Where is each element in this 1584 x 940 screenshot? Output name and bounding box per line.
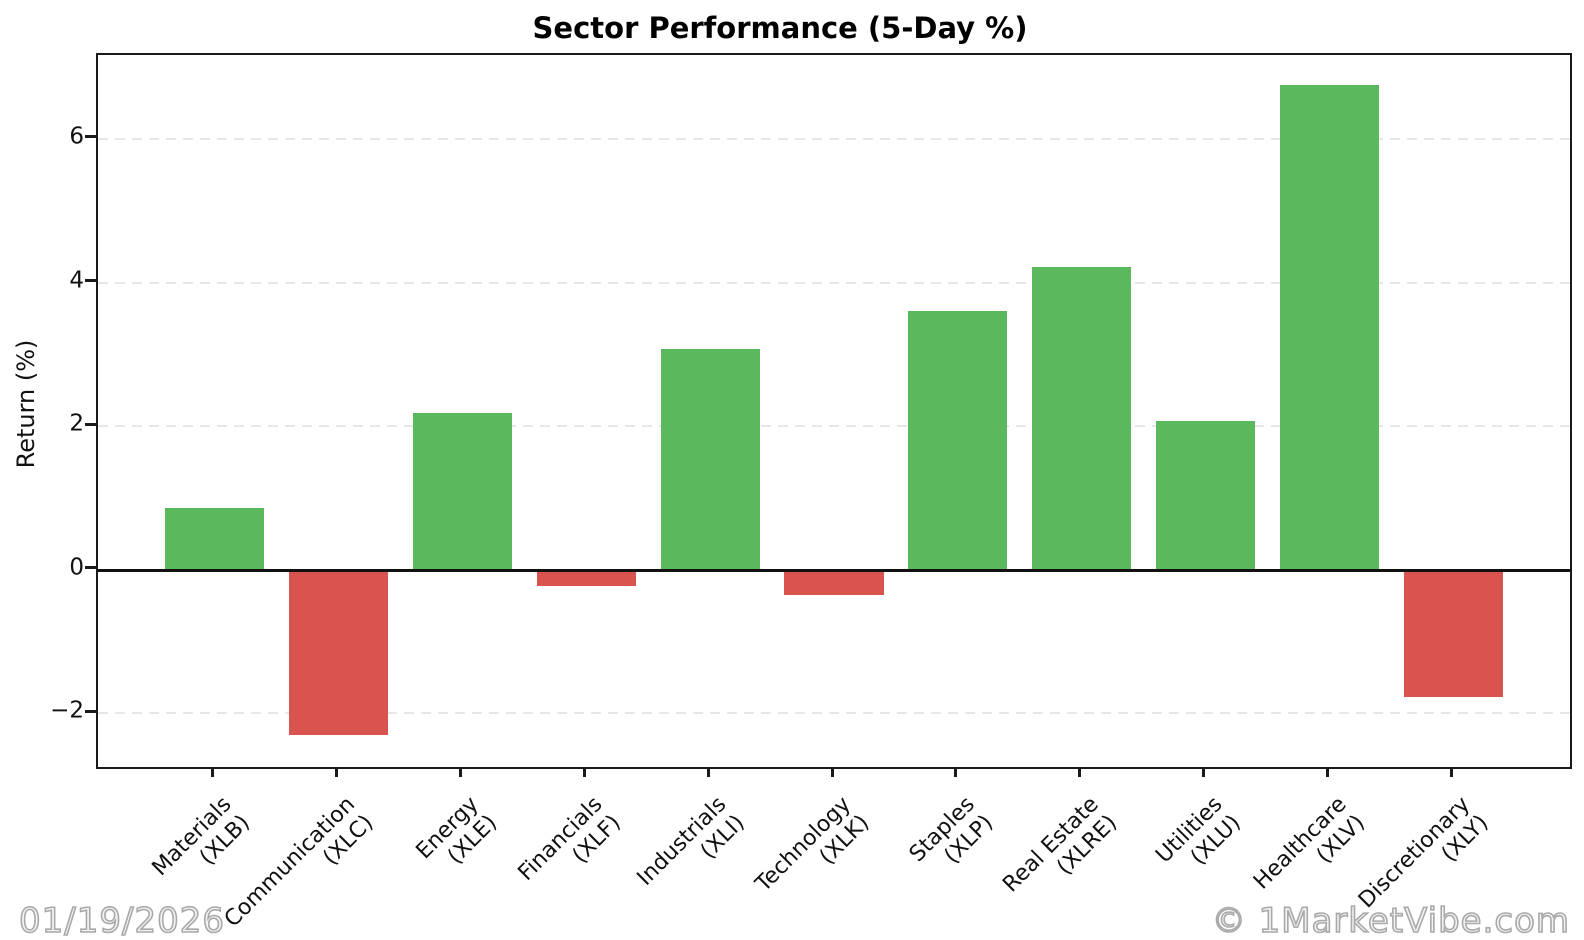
xtick-mark-7 (1078, 767, 1082, 777)
bar-xlp (908, 311, 1008, 570)
xtick-label-1: Communication (XLC) (220, 792, 380, 940)
bar-xlre (1032, 267, 1132, 570)
plot-area (96, 53, 1572, 769)
date-text: 01/19/2026 (18, 900, 225, 940)
ytick-label-y6: 6 (69, 123, 84, 150)
xtick-label-8: Utilities (XLU) (1151, 792, 1247, 888)
bar-xli (660, 349, 760, 570)
watermark-text: © 1MarketVibe.com (1211, 900, 1570, 940)
xtick-label-2: Energy (XLE) (412, 792, 504, 884)
xtick-mark-1 (334, 767, 338, 777)
y-axis-label: Return (%) (12, 339, 40, 469)
xtick-label-7: Real Estate (XLRE) (998, 792, 1123, 917)
xtick-mark-3 (582, 767, 586, 777)
bar-xlf (536, 569, 636, 587)
ytick-mark-y4 (85, 279, 96, 283)
ytick-label-y4: 4 (69, 266, 84, 293)
bar-xlk (784, 569, 884, 596)
xtick-label-9: Healthcare (XLV) (1249, 792, 1371, 914)
ytick-label-y2: 2 (69, 410, 84, 437)
xtick-mark-8 (1202, 767, 1206, 777)
bar-xly (1403, 569, 1504, 697)
ytick-mark-y0 (85, 566, 96, 570)
bar-xle (412, 413, 512, 570)
xtick-label-4: Industrials (XLI) (633, 792, 751, 910)
xtick-mark-4 (706, 767, 710, 777)
bar-xlv (1280, 85, 1380, 570)
ytick-label-y-2: −2 (50, 697, 84, 724)
ytick-mark-y6 (85, 135, 96, 139)
xtick-mark-9 (1326, 767, 1330, 777)
chart-title: Sector Performance (5-Day %) (532, 11, 1028, 45)
xtick-mark-6 (954, 767, 958, 777)
xtick-mark-10 (1450, 767, 1454, 777)
gridline-y6 (98, 137, 1570, 140)
gridline-y2 (98, 425, 1570, 428)
ytick-mark-y-2 (85, 709, 96, 713)
bar-xlb (164, 507, 265, 570)
bar-xlc (288, 569, 388, 736)
xtick-label-6: Staples (XLP) (905, 792, 1000, 887)
xtick-label-0: Materials (XLB) (147, 792, 256, 901)
ytick-mark-y2 (85, 422, 96, 426)
xtick-mark-5 (830, 767, 834, 777)
gridline-y4 (98, 281, 1570, 284)
ytick-label-y0: 0 (69, 554, 84, 581)
xtick-mark-0 (210, 767, 214, 777)
zero-line (98, 568, 1570, 572)
gridline-y-2 (98, 712, 1570, 715)
bar-xlu (1156, 421, 1256, 570)
xtick-mark-2 (458, 767, 462, 777)
xtick-label-5: Technology (XLK) (751, 792, 875, 916)
xtick-label-3: Financials (XLF) (514, 792, 628, 906)
